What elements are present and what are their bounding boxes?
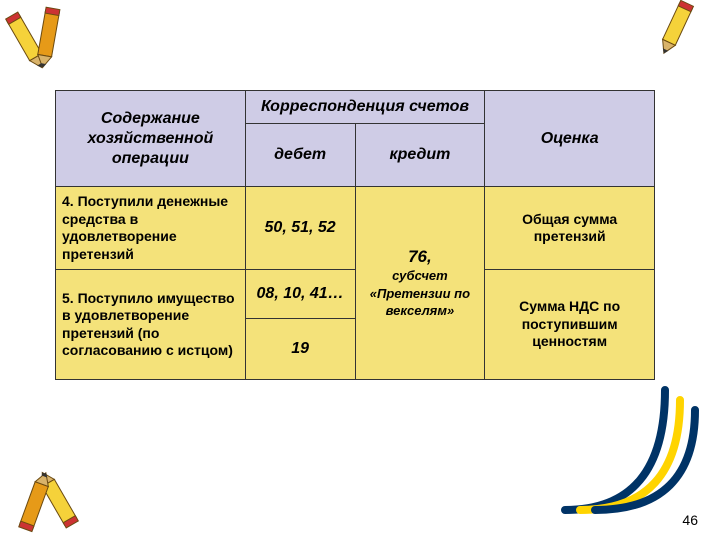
decorative-curves — [545, 370, 720, 520]
row5-operation: 5. Поступило имущество в удовлетворение … — [56, 270, 246, 380]
pencils-bottom-left — [2, 458, 82, 538]
header-operation: Содержание хозяйственной операции — [56, 91, 246, 187]
correspondence-table: Содержание хозяйственной операции Коррес… — [55, 90, 655, 380]
credit-merged: 76, субсчет «Претензии по векселям» — [355, 187, 485, 380]
credit-account: 76, — [408, 247, 432, 266]
pencil-top-right — [648, 0, 708, 70]
row5-evaluation: Сумма НДС по поступившим ценностям — [485, 270, 655, 380]
row5-debit-a: 08, 10, 41… — [245, 270, 355, 319]
header-debit: дебет — [245, 124, 355, 187]
row4-evaluation: Общая сумма претензий — [485, 187, 655, 270]
row4-debit: 50, 51, 52 — [245, 187, 355, 270]
page-number: 46 — [682, 512, 698, 528]
row4-operation: 4. Поступили денежные средства в удовлет… — [56, 187, 246, 270]
pencils-top-left — [2, 2, 82, 82]
credit-subaccount: субсчет «Претензии по векселям» — [370, 268, 470, 318]
row5-debit-b: 19 — [245, 319, 355, 380]
header-evaluation: Оценка — [485, 91, 655, 187]
header-correspondence: Корреспонденция счетов — [245, 91, 485, 124]
header-credit: кредит — [355, 124, 485, 187]
